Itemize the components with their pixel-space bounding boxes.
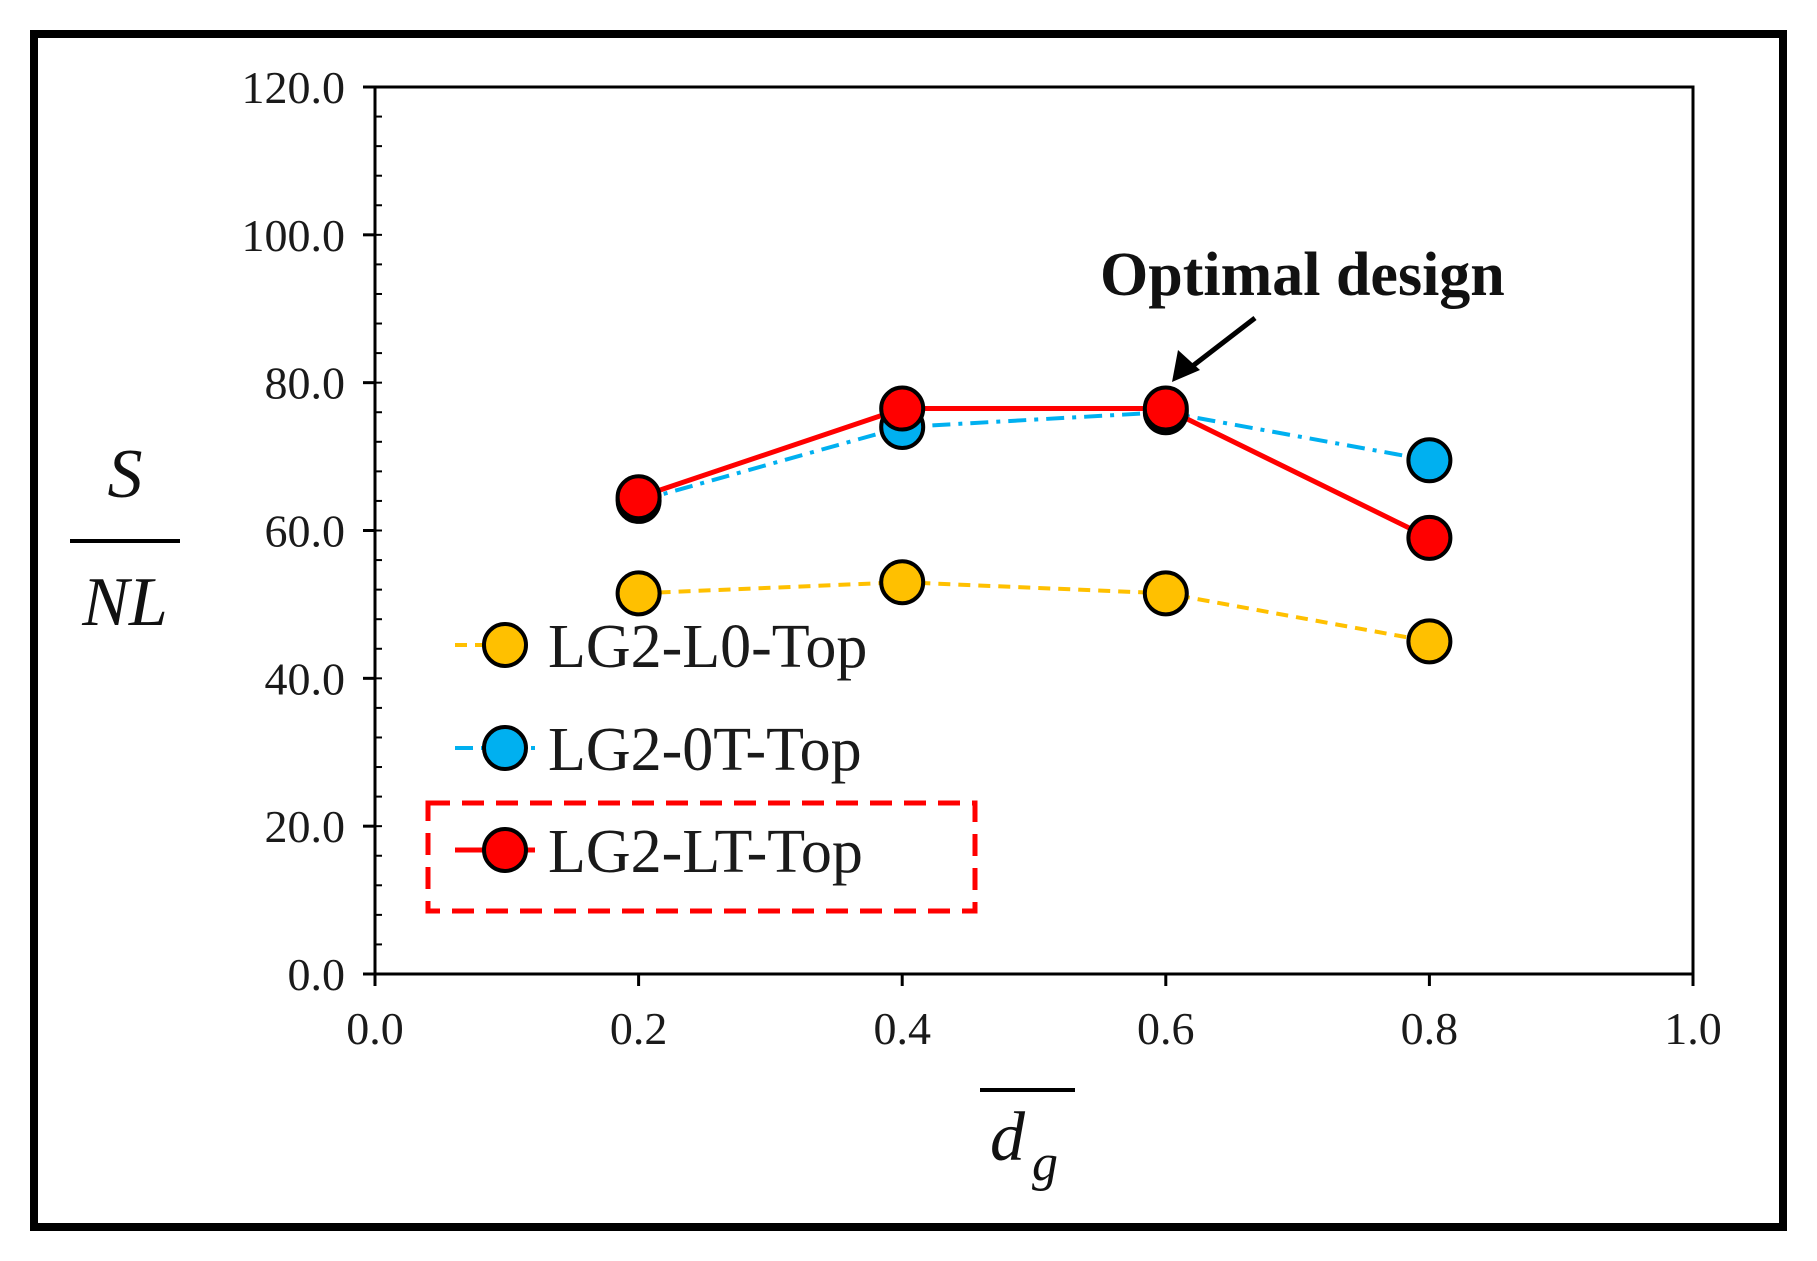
legend-marker-0t xyxy=(482,725,528,771)
legend-highlight-box xyxy=(425,800,978,914)
y-axis-denominator: NL xyxy=(81,564,168,641)
data-point-lg2-l0-top xyxy=(879,559,926,606)
y-tick-label: 80.0 xyxy=(265,358,346,409)
x-tick-label: 0.2 xyxy=(610,1003,668,1054)
data-point-lg2-l0-top xyxy=(1142,570,1189,617)
x-axis-variable: d xyxy=(990,1099,1026,1176)
legend-label-lt: LG2-LT-Top xyxy=(548,818,863,886)
data-point-lg2-l0-top xyxy=(1406,618,1453,665)
series-line-lg2-lt-top xyxy=(637,406,1431,541)
data-point-lg2-l0-top xyxy=(615,570,662,617)
annotation-arrow-shaft xyxy=(1188,316,1257,370)
data-point-lg2-lt-top xyxy=(1142,385,1189,432)
y-tick-label: 100.0 xyxy=(242,210,346,261)
legend-marker-l0 xyxy=(482,622,528,668)
figure-frame xyxy=(30,30,1787,1231)
x-axis: 0.0 0.2 0.4 0.6 0.8 1.0 xyxy=(346,974,1722,1054)
y-tick-label: 20.0 xyxy=(265,801,346,852)
y-tick-label: 40.0 xyxy=(265,653,346,704)
y-tick-label: 120.0 xyxy=(242,62,346,113)
legend-label-0t: LG2-0T-Top xyxy=(548,716,862,784)
data-point-lg2-0t-top xyxy=(1406,437,1453,484)
annotation-text: Optimal design xyxy=(1100,241,1505,309)
legend: LG2-L0-Top LG2-0T-Top LG2-LT-Top xyxy=(425,613,978,914)
x-tick-label: 0.4 xyxy=(873,1003,931,1054)
y-axis-numerator: S xyxy=(108,436,143,513)
y-minor-ticks xyxy=(375,86,382,975)
x-tick-label: 0.0 xyxy=(346,1003,404,1054)
x-tick-label: 0.8 xyxy=(1401,1003,1459,1054)
series-line-lg2-l0-top xyxy=(638,580,1430,644)
series-layer xyxy=(615,385,1453,665)
legend-marker-lt xyxy=(482,827,528,873)
y-tick-label: 0.0 xyxy=(288,949,346,1000)
data-point-lg2-lt-top xyxy=(879,385,926,432)
x-axis-subscript: g xyxy=(1032,1135,1058,1192)
x-tick-label: 0.6 xyxy=(1137,1003,1195,1054)
data-point-lg2-lt-top xyxy=(615,474,662,521)
x-axis-title: d g xyxy=(980,1088,1075,1192)
y-axis: 0.0 20.0 40.0 60.0 80.0 100.0 120.0 xyxy=(242,62,375,1000)
y-tick-label: 60.0 xyxy=(265,506,346,557)
annotation-arrow-head xyxy=(1172,350,1200,382)
y-axis-title: S NL xyxy=(70,436,180,641)
data-point-lg2-lt-top xyxy=(1406,514,1453,561)
x-tick-label: 1.0 xyxy=(1664,1003,1722,1054)
legend-label-l0: LG2-L0-Top xyxy=(548,613,867,681)
